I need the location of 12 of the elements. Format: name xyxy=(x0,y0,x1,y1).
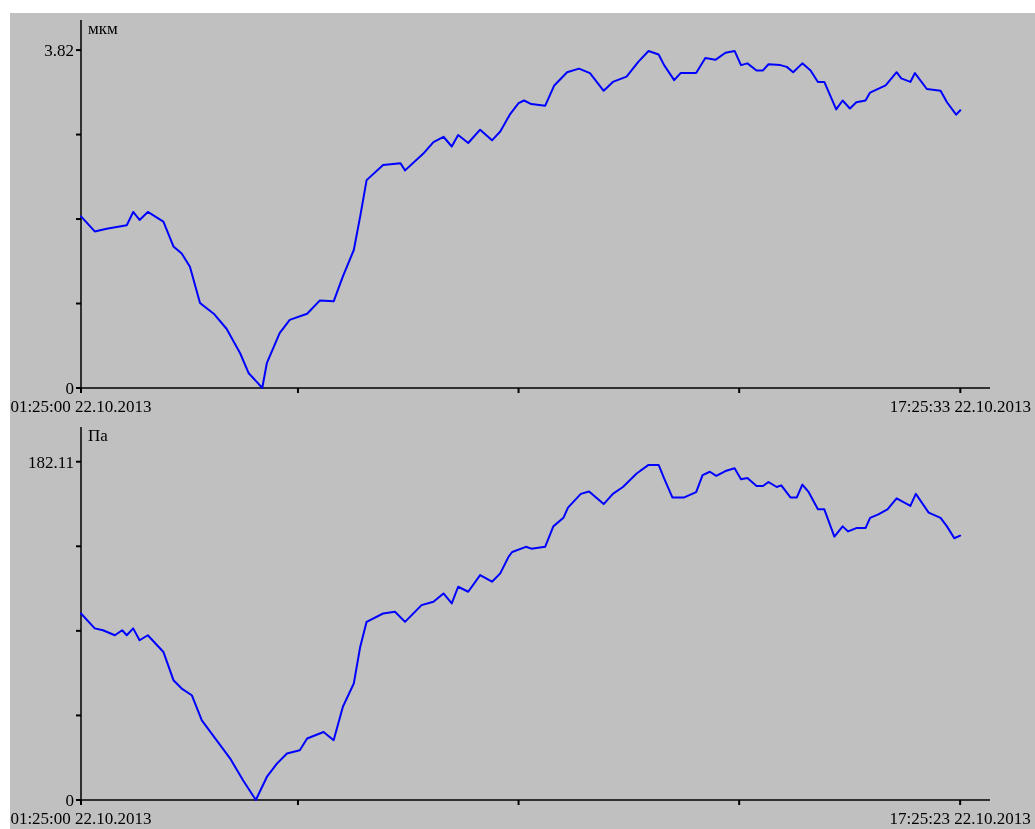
x-tick-label: 01:25:00 22.10.2013 xyxy=(10,809,152,828)
y-axis-title: Па xyxy=(88,426,109,445)
x-tick-label: 17:25:23 22.10.2013 xyxy=(889,809,1031,828)
y-tick-label: 0 xyxy=(65,378,74,398)
y-tick-label: 182.11 xyxy=(27,452,74,472)
line-series xyxy=(80,463,962,801)
y-axis-title: мкм xyxy=(88,19,119,38)
x-tick-label: 17:25:33 22.10.2013 xyxy=(889,397,1031,416)
y-tick-label: 0 xyxy=(65,790,74,810)
y-tick-label: 3.82 xyxy=(44,41,74,61)
line-series xyxy=(80,49,962,389)
x-tick-label: 01:25:00 22.10.2013 xyxy=(10,397,152,416)
